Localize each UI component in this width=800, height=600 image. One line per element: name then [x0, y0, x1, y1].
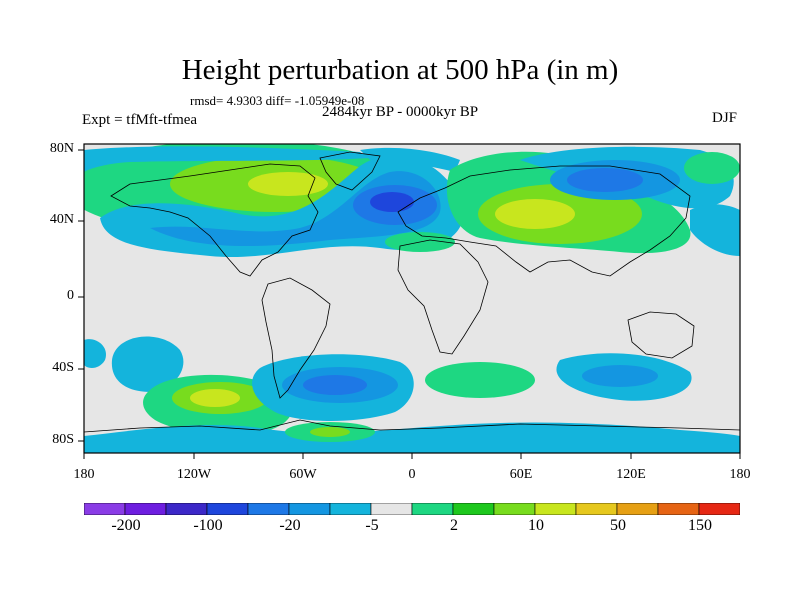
period-label: 2484kyr BP - 0000kyr BP [322, 104, 479, 120]
colorbar-swatch [411, 503, 454, 515]
colorbar-label: 50 [610, 517, 626, 534]
lat-label-40s: 40S [52, 360, 74, 375]
colorbar-swatch [616, 503, 659, 515]
colorbar [84, 503, 740, 515]
colorbar-label: -100 [193, 517, 223, 534]
coast-north-america [110, 163, 319, 277]
season-label: DJF [712, 110, 738, 126]
trough-sh-atl-core [303, 375, 367, 395]
ridge-eu-core [495, 199, 575, 229]
colorbar-label: 150 [688, 517, 712, 534]
coast-greenland [319, 151, 381, 191]
colorbar-label: -200 [111, 517, 141, 534]
stats-line: rmsd= 4.9303 diff= -1.05949e-08 [190, 93, 365, 108]
ridge-na-core [248, 172, 328, 196]
colorbar-label: 2 [450, 517, 458, 534]
ridge-sh-ind [425, 362, 535, 398]
colorbar-label: -5 [365, 517, 379, 534]
coast-australia [627, 311, 695, 359]
axis-ticks [78, 149, 741, 459]
colorbar-swatch [452, 503, 495, 515]
colorbar-label: -20 [279, 517, 301, 534]
colorbar-swatch [329, 503, 372, 515]
arctic-band-ext [360, 147, 460, 172]
lon-label-120w: 120W [176, 467, 212, 482]
lon-label-180w: 180 [73, 467, 95, 482]
trough-sh-west-b [84, 339, 106, 368]
lat-label-eq: 0 [67, 288, 74, 303]
lat-label-40n: 40N [49, 212, 74, 227]
colorbar-swatch [206, 503, 249, 515]
lat-label-80n: 80N [49, 141, 74, 156]
experiment-label: Expt = tfMft-tfmea [82, 112, 198, 128]
coast-south-america [261, 277, 331, 399]
colorbar-swatch [247, 503, 290, 515]
colorbar-swatch [84, 503, 126, 515]
arctic-band [84, 146, 370, 172]
lon-label-0: 0 [408, 467, 416, 482]
height-field [84, 144, 740, 453]
lon-label-60e: 60E [509, 467, 533, 482]
trough-atl-deep [370, 192, 414, 212]
coast-eurasia [397, 165, 691, 277]
colorbar-swatch [575, 503, 618, 515]
ridge-npac-east [684, 152, 740, 184]
colorbar-label: 10 [528, 517, 544, 534]
coastlines [83, 151, 741, 433]
trough-npac-east [690, 204, 740, 256]
colorbar-swatch [370, 503, 413, 515]
trough-sib-core [567, 168, 643, 192]
antarctic-ridge-mid [310, 427, 350, 437]
antarctic-band [84, 422, 740, 453]
lon-label-60w: 60W [289, 467, 317, 482]
colorbar-swatch [534, 503, 577, 515]
colorbar-swatch [165, 503, 208, 515]
lat-label-80s: 80S [52, 432, 74, 447]
ridge-sh-pac-core [190, 389, 240, 407]
map-title: Height perturbation at 500 hPa (in m) [181, 54, 619, 86]
lon-label-120e: 120E [616, 467, 646, 482]
trough-sh-west [111, 336, 184, 392]
colorbar-swatch [124, 503, 167, 515]
colorbar-swatch [493, 503, 536, 515]
coast-antarctica [83, 419, 741, 433]
colorbar-swatch [698, 503, 740, 515]
lon-label-180e: 180 [729, 467, 751, 482]
colorbar-swatch [288, 503, 331, 515]
coast-africa [397, 239, 489, 355]
colorbar-swatch [657, 503, 700, 515]
trough-sh-ind-mid [582, 365, 658, 387]
